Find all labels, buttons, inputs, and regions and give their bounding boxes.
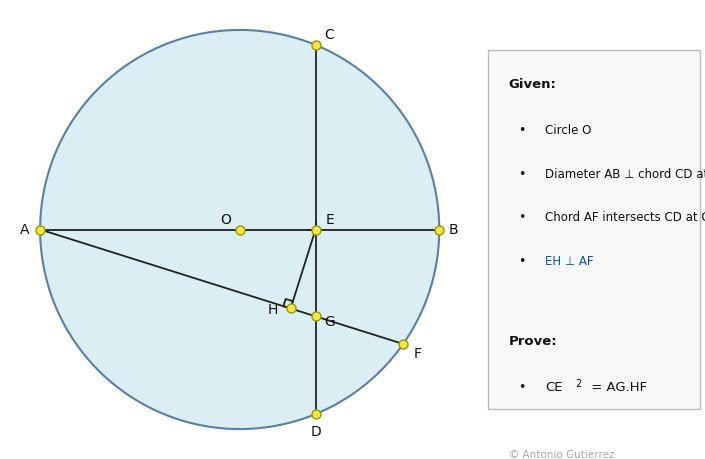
Text: CE: CE xyxy=(545,381,563,394)
Text: D: D xyxy=(310,425,321,439)
Text: E: E xyxy=(325,213,334,227)
Text: Diameter AB ⊥ chord CD at E: Diameter AB ⊥ chord CD at E xyxy=(545,168,705,180)
Text: H: H xyxy=(267,303,278,318)
Text: = AG.HF: = AG.HF xyxy=(587,381,646,394)
Text: •: • xyxy=(517,381,525,394)
Text: Given:: Given: xyxy=(509,78,557,91)
Text: EH ⊥ AF: EH ⊥ AF xyxy=(545,255,594,268)
Text: A: A xyxy=(20,223,29,236)
Text: •: • xyxy=(517,168,525,180)
Text: 2: 2 xyxy=(575,379,582,389)
Text: Prove:: Prove: xyxy=(509,335,558,348)
Text: O: O xyxy=(220,213,231,227)
Text: G: G xyxy=(324,315,335,329)
Text: C: C xyxy=(324,28,334,42)
Text: F: F xyxy=(413,347,421,361)
Text: © Antonio Gutierrez: © Antonio Gutierrez xyxy=(509,450,614,459)
Text: Circle O: Circle O xyxy=(545,124,591,137)
Polygon shape xyxy=(40,30,439,429)
Text: B: B xyxy=(448,223,458,236)
Text: •: • xyxy=(517,255,525,268)
Text: •: • xyxy=(517,124,525,137)
Text: Chord AF intersects CD at G: Chord AF intersects CD at G xyxy=(545,211,705,224)
FancyBboxPatch shape xyxy=(489,50,701,409)
Text: •: • xyxy=(517,211,525,224)
